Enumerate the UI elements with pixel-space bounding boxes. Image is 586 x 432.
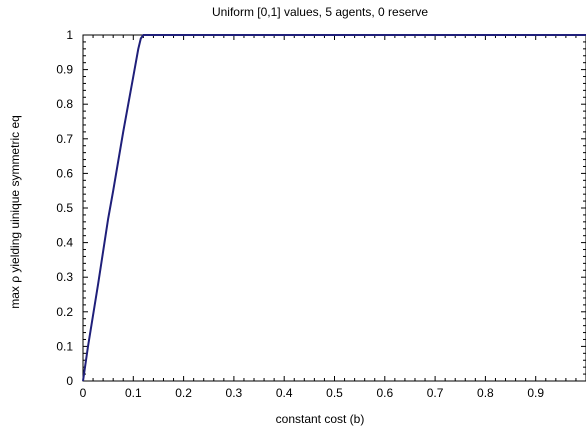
y-tick-label: 0.4 <box>56 236 73 250</box>
y-tick-label: 0.8 <box>56 97 73 111</box>
chart-title: Uniform [0,1] values, 5 agents, 0 reserv… <box>212 5 428 19</box>
x-tick-label: 0.8 <box>477 386 494 400</box>
y-tick-label: 0.6 <box>56 166 73 180</box>
y-tick-label: 0.9 <box>56 63 73 77</box>
y-tick-label: 0 <box>66 374 73 388</box>
x-tick-label: 0.1 <box>125 386 142 400</box>
x-tick-label: 0.4 <box>276 386 293 400</box>
x-tick-label: 0.9 <box>527 386 544 400</box>
x-tick-label: 0.5 <box>326 386 343 400</box>
y-tick-label: 0.3 <box>56 270 73 284</box>
x-tick-label: 0.3 <box>226 386 243 400</box>
series-line <box>82 34 586 382</box>
plot-frame <box>82 34 586 382</box>
x-tick-label: 0.6 <box>376 386 393 400</box>
x-tick-label: 0.7 <box>427 386 444 400</box>
y-tick-label: 0.5 <box>56 201 73 215</box>
x-tick-label: 0.2 <box>175 386 192 400</box>
y-tick-label: 0.2 <box>56 305 73 319</box>
x-axis-label: constant cost (b) <box>276 412 365 426</box>
x-tick-label: 0 <box>80 386 87 400</box>
y-tick-label: 0.7 <box>56 132 73 146</box>
y-tick-label: 1 <box>66 28 73 42</box>
y-axis-label: max ρ yielding uinique symmetric eq <box>8 115 22 309</box>
plot-area: 0 0.1 0.2 0.3 0.4 0.5 0.6 0.7 0.8 0.9 0 0.1 0.2 0.3 0.… <box>56 28 586 400</box>
y-tick-label: 0.1 <box>56 339 73 353</box>
